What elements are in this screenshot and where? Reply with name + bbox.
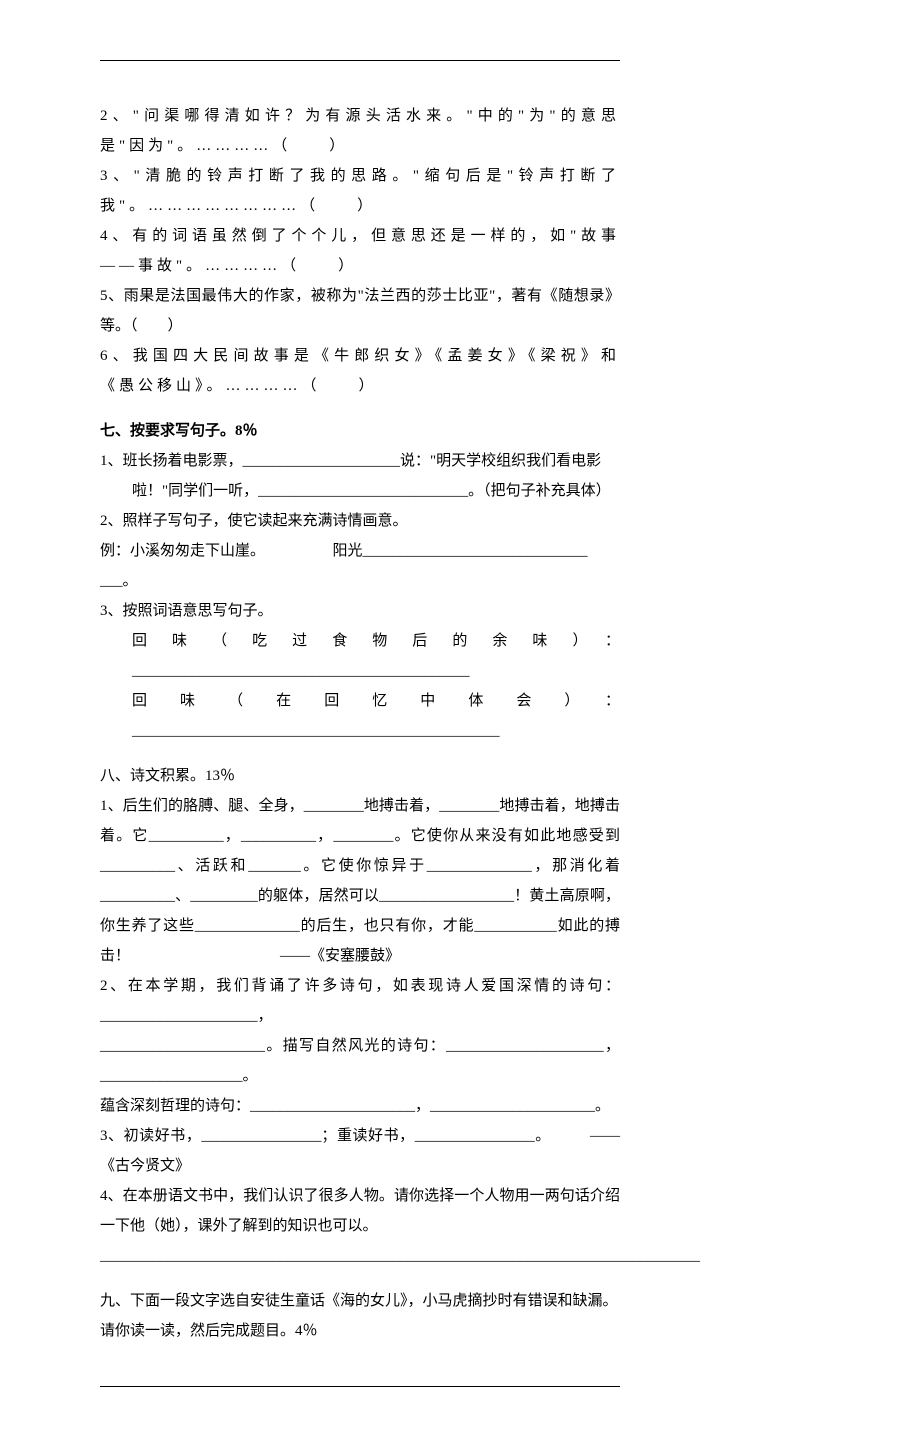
bottom-horizontal-rule [100,1386,620,1387]
question-3: 3、"清脆的铃声打断了我的思路。"缩句后是"铃声打断了我"。……………………（ … [100,161,620,221]
section-7-q3b: 回味（在回忆中体会）：_____________________________… [100,686,620,746]
section-7-q2-example-a: 例：小溪匆匆走下山崖。 阳光__________________________… [100,536,620,566]
question-4: 4、有的词语虽然倒了个个儿，但意思还是一样的，如"故事——事故"。…………（ ） [100,221,620,281]
section-8-q4a: 4、在本册语文书中，我们认识了很多人物。请你选择一个人物用一两句话介绍一下他（她… [100,1181,620,1241]
question-6: 6、我国四大民间故事是《牛郎织女》《孟姜女》《梁祝》和《愚公移山》。…………（ … [100,341,620,401]
spacer [100,746,620,761]
section-8-q3: 3、初读好书，________________；重读好书，___________… [100,1121,620,1181]
section-7-q2-example-b: ___。 [100,566,620,596]
spacer [100,1271,620,1286]
section-7-q3a: 回味（吃过食物后的余味）：___________________________… [100,626,620,686]
spacer [100,401,620,416]
question-5: 5、雨果是法国最伟大的作家，被称为"法兰西的莎士比亚"，著有《随想录》等。（ ） [100,281,620,341]
section-7-q3: 3、按照词语意思写句子。 [100,596,620,626]
section-7-q2: 2、照样子写句子，使它读起来充满诗情画意。 [100,506,620,536]
section-8-q1: 1、后生们的胳膊、腿、全身，________地搏击着，________地搏击着，… [100,791,620,971]
section-8-q2c: 蕴含深刻哲理的诗句：______________________，_______… [100,1091,620,1121]
section-7-q1b: 啦！"同学们一听，____________________________。（把… [100,476,620,506]
question-2: 2、"问渠哪得清如许？为有源头活水来。"中的"为"的意思是"因为"。…………（ … [100,101,620,161]
section-8-q2a: 2、在本学期，我们背诵了许多诗句，如表现诗人爱国深情的诗句：__________… [100,971,620,1031]
top-horizontal-rule [100,60,620,61]
section-7-q1a: 1、班长扬着电影票，_____________________说："明天学校组织… [100,446,620,476]
section-7-title: 七、按要求写句子。8％ [100,416,620,446]
section-8-title: 八、诗文积累。13％ [100,761,620,791]
section-9-title: 九、下面一段文字选自安徒生童话《海的女儿》，小马虎摘抄时有错误和缺漏。请你读一读… [100,1286,620,1346]
section-8-q2b: ______________________。描写自然风光的诗句：_______… [100,1031,620,1091]
document-page: 2、"问渠哪得清如许？为有源头活水来。"中的"为"的意思是"因为"。…………（ … [0,0,720,1447]
section-8-q4-blank: ________________________________________… [100,1241,620,1271]
